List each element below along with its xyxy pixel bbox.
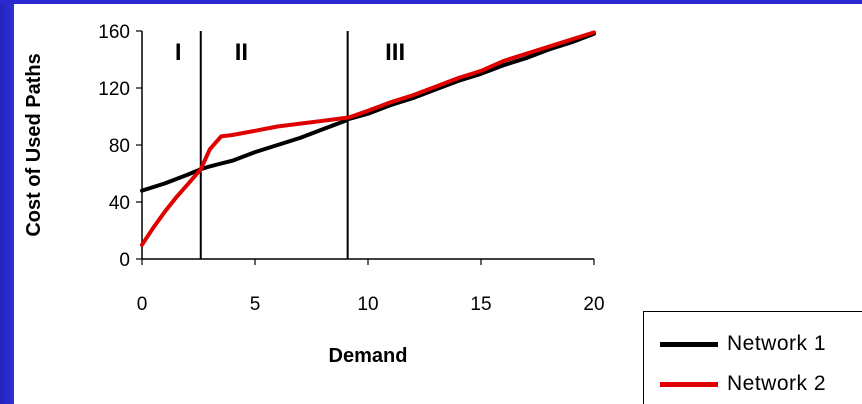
legend-label-network-1: Network 1 — [727, 332, 827, 355]
y-tick-label: 0 — [119, 250, 130, 271]
x-tick-label: 5 — [250, 294, 261, 315]
legend-swatch-network-2 — [660, 381, 718, 387]
series-lines — [140, 30, 596, 247]
x-tick-labels: 0 5 10 15 20 — [137, 259, 605, 315]
y-axis-title: Cost of Used Paths — [23, 53, 45, 236]
top-band — [0, 0, 862, 4]
region-label-2: II — [235, 39, 248, 66]
y-tick-label: 160 — [98, 22, 130, 43]
x-axis-title: Demand — [329, 345, 408, 367]
region-label-3: III — [385, 39, 405, 66]
legend-label-network-2: Network 2 — [727, 372, 827, 395]
y-tick-label: 80 — [109, 136, 130, 157]
region-label-1: I — [175, 39, 182, 66]
legend: Network 1 Network 2 — [643, 311, 862, 404]
series-line-network-1 — [140, 31, 596, 193]
legend-item-network-1: Network 1 — [660, 332, 826, 356]
y-tick-label: 120 — [98, 79, 130, 100]
region-labels: I II III — [175, 39, 405, 66]
series-line-network-2 — [140, 30, 596, 247]
x-tick-label: 0 — [137, 294, 148, 315]
x-tick-label: 20 — [583, 294, 604, 315]
legend-swatch-network-1 — [660, 341, 718, 347]
x-tick-label: 15 — [470, 294, 491, 315]
y-tick-labels: 0 40 80 120 160 — [98, 22, 142, 271]
plot-area — [141, 31, 594, 260]
y-tick-label: 40 — [109, 193, 130, 214]
legend-item-network-2: Network 2 — [660, 372, 826, 396]
x-tick-label: 10 — [357, 294, 378, 315]
region-boundaries — [199, 31, 349, 259]
